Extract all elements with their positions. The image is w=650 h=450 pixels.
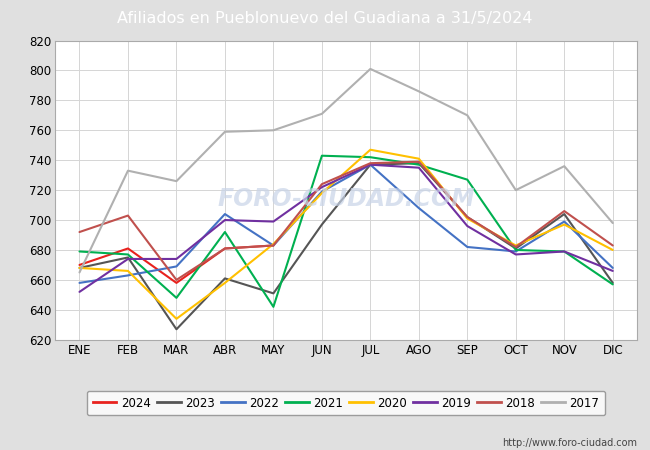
Text: http://www.foro-ciudad.com: http://www.foro-ciudad.com xyxy=(502,438,637,448)
Text: Afiliados en Pueblonuevo del Guadiana a 31/5/2024: Afiliados en Pueblonuevo del Guadiana a … xyxy=(117,11,533,26)
Legend: 2024, 2023, 2022, 2021, 2020, 2019, 2018, 2017: 2024, 2023, 2022, 2021, 2020, 2019, 2018… xyxy=(87,391,605,415)
Text: FORO-CIUDAD.COM: FORO-CIUDAD.COM xyxy=(217,187,475,211)
